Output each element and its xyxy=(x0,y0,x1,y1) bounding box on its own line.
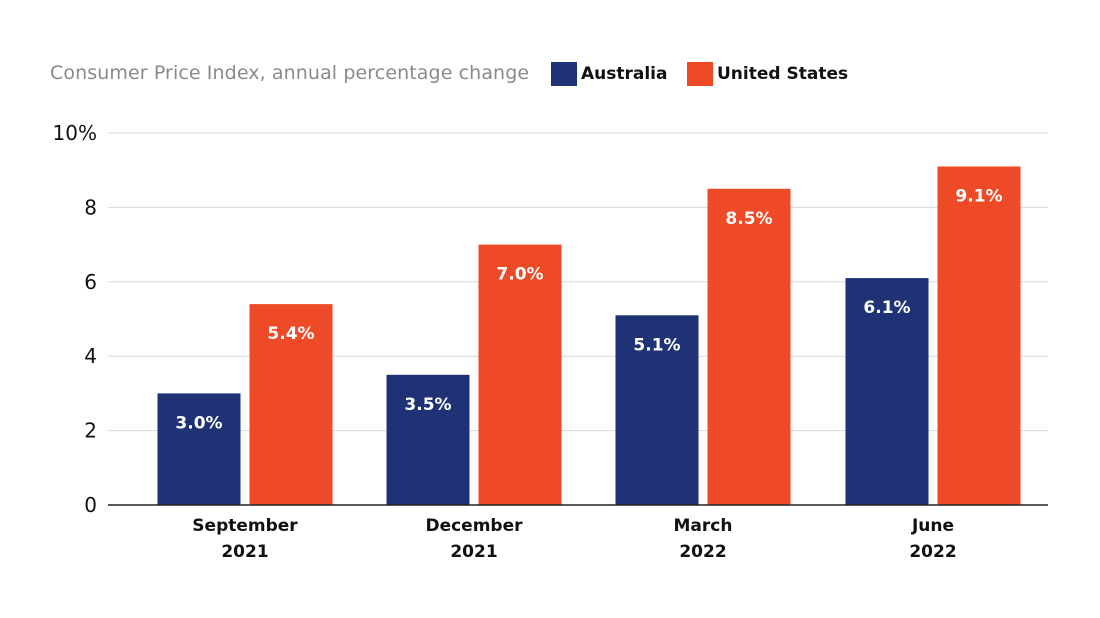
y-tick-label: 10% xyxy=(53,121,97,145)
x-tick-label: 2022 xyxy=(679,542,726,562)
data-label: 5.1% xyxy=(633,335,680,355)
legend-item-united-states: United States xyxy=(687,62,848,86)
legend-swatch-australia xyxy=(551,62,577,86)
data-label: 5.4% xyxy=(267,324,314,344)
legend-label-united-states: United States xyxy=(717,64,849,84)
chart-subtitle: Consumer Price Index, annual percentage … xyxy=(50,62,530,84)
x-tick-label: 2021 xyxy=(221,542,268,562)
data-label: 6.1% xyxy=(863,298,910,318)
legend-swatch-united-states xyxy=(687,62,713,86)
y-tick-label: 6 xyxy=(84,270,97,294)
legend-item-australia: Australia xyxy=(551,62,668,86)
x-tick-label: June xyxy=(911,516,954,536)
y-tick-label: 2 xyxy=(84,419,97,443)
bar-australia xyxy=(386,374,470,505)
data-label: 9.1% xyxy=(955,186,1002,206)
x-tick-label: September xyxy=(192,516,298,536)
x-tick-label: 2022 xyxy=(909,542,956,562)
data-label: 3.0% xyxy=(175,413,222,433)
data-label: 8.5% xyxy=(725,209,772,229)
bar-australia xyxy=(615,315,699,505)
data-label: 3.5% xyxy=(404,395,451,415)
bar-australia xyxy=(845,278,929,505)
bar-united-states xyxy=(707,188,791,506)
y-tick-label: 4 xyxy=(84,344,97,368)
data-label: 7.0% xyxy=(496,265,543,285)
y-tick-label: 0 xyxy=(84,493,97,517)
y-tick-label: 8 xyxy=(84,195,97,219)
x-tick-label: March xyxy=(674,516,733,536)
bar-united-states xyxy=(478,244,562,505)
bar-australia xyxy=(157,393,241,505)
legend-label-australia: Australia xyxy=(581,64,668,84)
bar-united-states xyxy=(937,166,1021,506)
x-tick-label: 2021 xyxy=(450,542,497,562)
bar-united-states xyxy=(249,304,333,505)
x-tick-label: December xyxy=(425,516,523,536)
